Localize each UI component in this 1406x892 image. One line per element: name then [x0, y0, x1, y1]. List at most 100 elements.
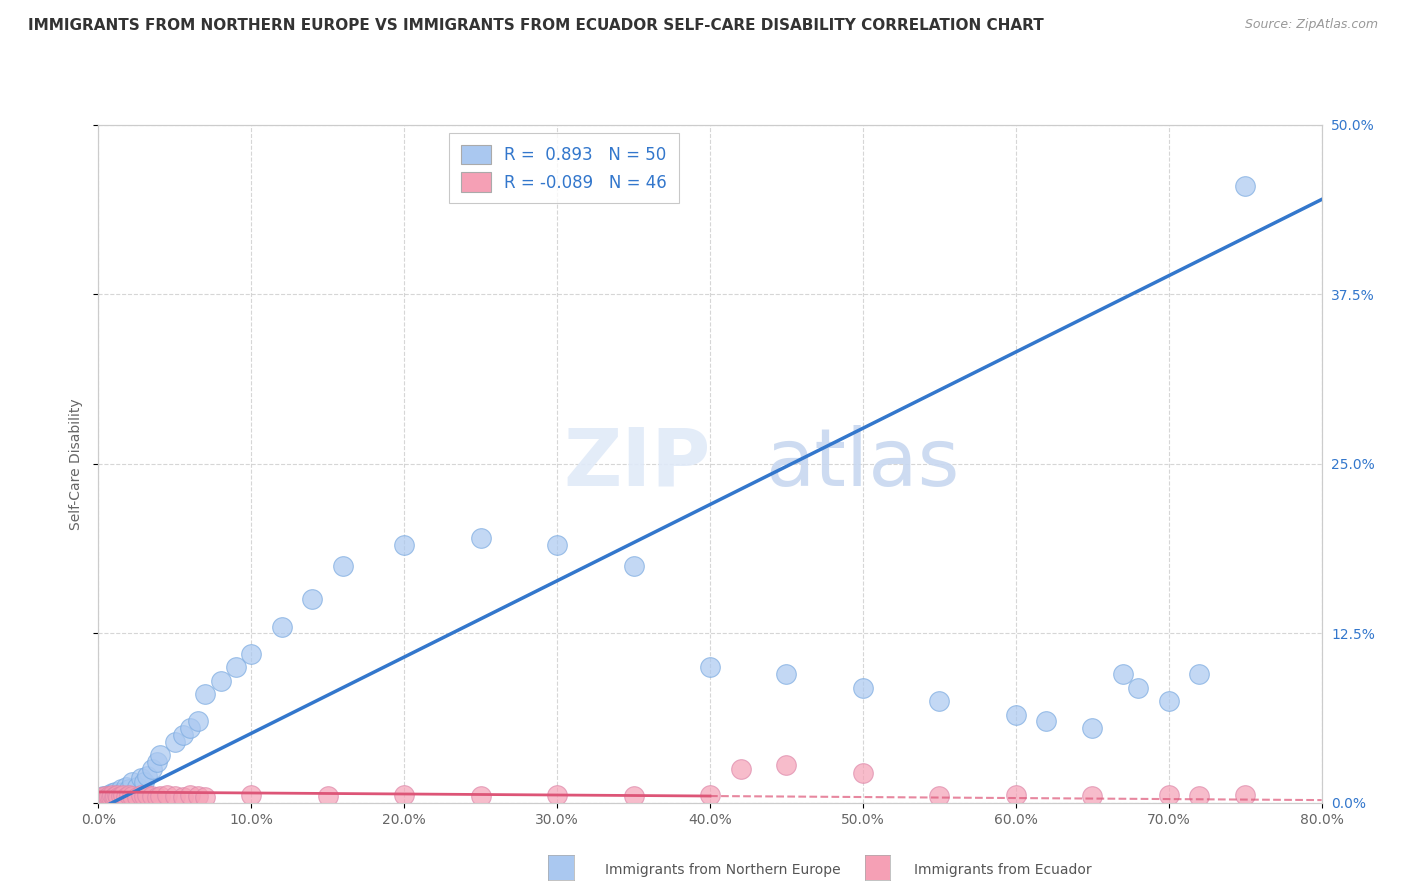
Point: [470, 789, 492, 803]
Point: [149, 748, 172, 763]
Point: [1112, 667, 1135, 681]
Point: [209, 673, 232, 688]
Point: [141, 762, 163, 776]
Point: [1188, 667, 1211, 681]
Point: [105, 788, 128, 802]
Point: [97, 790, 120, 805]
Point: [111, 788, 134, 802]
Point: [107, 790, 129, 805]
Point: [129, 772, 152, 786]
Point: [623, 789, 645, 803]
Point: [93, 789, 115, 803]
Point: [98, 789, 121, 803]
Point: [852, 681, 875, 695]
Point: [134, 789, 156, 803]
Text: Source: ZipAtlas.com: Source: ZipAtlas.com: [1244, 18, 1378, 31]
Y-axis label: Self-Care Disability: Self-Care Disability: [69, 398, 83, 530]
Point: [145, 790, 167, 805]
Text: Immigrants from Ecuador: Immigrants from Ecuador: [914, 863, 1091, 877]
Point: [94, 791, 117, 805]
Text: ZIP: ZIP: [564, 425, 710, 503]
Point: [136, 769, 159, 783]
Point: [105, 788, 128, 802]
Point: [699, 788, 721, 802]
Point: [103, 790, 125, 805]
Point: [121, 789, 143, 803]
Point: [1081, 789, 1104, 803]
Point: [110, 782, 132, 797]
Point: [730, 762, 752, 776]
Point: [775, 667, 797, 681]
Point: [194, 790, 217, 805]
Point: [301, 592, 323, 607]
Point: [101, 788, 124, 802]
Point: [1157, 788, 1180, 802]
Point: [156, 788, 179, 802]
Point: [136, 788, 159, 802]
Point: [101, 786, 124, 800]
Point: [91, 791, 114, 805]
Point: [97, 788, 120, 802]
Point: [699, 660, 721, 674]
Point: [1234, 178, 1257, 193]
Text: IMMIGRANTS FROM NORTHERN EUROPE VS IMMIGRANTS FROM ECUADOR SELF-CARE DISABILITY : IMMIGRANTS FROM NORTHERN EUROPE VS IMMIG…: [28, 18, 1043, 33]
Point: [852, 766, 875, 780]
Point: [392, 538, 416, 552]
Legend: R =  0.893   N = 50, R = -0.089   N = 46: R = 0.893 N = 50, R = -0.089 N = 46: [450, 133, 679, 203]
Point: [225, 660, 247, 674]
Point: [1081, 721, 1104, 735]
Point: [118, 782, 141, 797]
Point: [145, 755, 167, 769]
Point: [470, 532, 492, 546]
Point: [172, 728, 194, 742]
Point: [141, 789, 163, 803]
Point: [1157, 694, 1180, 708]
Text: atlas: atlas: [765, 425, 959, 503]
Point: [103, 790, 125, 805]
Point: [121, 775, 143, 789]
Point: [118, 788, 141, 802]
Point: [1035, 714, 1057, 729]
Point: [91, 789, 114, 803]
Point: [94, 790, 117, 805]
Point: [1004, 788, 1026, 802]
Point: [93, 791, 115, 805]
Point: [270, 619, 292, 633]
Point: [104, 785, 127, 799]
Point: [775, 757, 797, 772]
Point: [110, 789, 132, 803]
Point: [125, 780, 148, 794]
Point: [187, 714, 209, 729]
Point: [90, 790, 112, 805]
Point: [104, 789, 127, 803]
Point: [163, 789, 186, 803]
Point: [928, 694, 950, 708]
Point: [240, 647, 263, 661]
Point: [928, 789, 950, 803]
Point: [392, 788, 416, 802]
Point: [125, 790, 148, 805]
Point: [194, 687, 217, 701]
Point: [100, 790, 122, 805]
Point: [115, 790, 138, 805]
Point: [316, 789, 339, 803]
Point: [187, 789, 209, 803]
Point: [546, 538, 568, 552]
Point: [100, 789, 122, 803]
Point: [623, 558, 645, 573]
Text: Immigrants from Northern Europe: Immigrants from Northern Europe: [605, 863, 841, 877]
Point: [134, 775, 156, 789]
Point: [546, 788, 568, 802]
Point: [1004, 707, 1026, 722]
Point: [172, 790, 194, 805]
Point: [332, 558, 354, 573]
Point: [1128, 681, 1150, 695]
Point: [1188, 789, 1211, 803]
Point: [179, 788, 201, 802]
Point: [98, 791, 121, 805]
Point: [111, 785, 134, 799]
Point: [179, 721, 201, 735]
Point: [149, 789, 172, 803]
Point: [129, 788, 152, 802]
Point: [163, 735, 186, 749]
